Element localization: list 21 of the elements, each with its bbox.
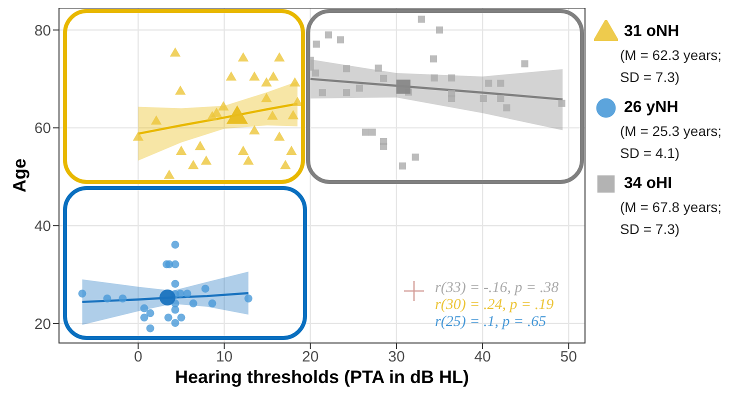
x-tick-label: 40 xyxy=(474,348,491,366)
legend-label: 26 yNH xyxy=(624,99,678,117)
y-axis-title: Age xyxy=(9,158,30,193)
legend-label: 34 oHI xyxy=(624,175,672,193)
x-tick-label: 0 xyxy=(134,348,142,366)
annotation: r(25) = .1, p = .65 xyxy=(435,314,548,331)
annotation: r(33) = -.16, p = .38 xyxy=(435,280,559,297)
text: (M = 25.3 years; SD = 4.1) xyxy=(620,122,723,163)
y-tick-label: 20 xyxy=(34,316,51,333)
legend-label: 31 oNH xyxy=(624,23,680,41)
x-tick-label: 10 xyxy=(216,348,233,366)
y-tick-label: 40 xyxy=(34,218,51,235)
y-tick-label: 60 xyxy=(34,120,51,138)
y-tick-label: 80 xyxy=(34,22,51,40)
x-tick-label: 50 xyxy=(560,348,577,366)
x-tick-label: 20 xyxy=(302,348,319,366)
x-tick-label: 30 xyxy=(388,348,405,366)
annotation: r(30) = .24, p = .19 xyxy=(435,297,555,314)
text: (M = 62.3 years; SD = 7.3) xyxy=(620,46,723,87)
text: (M = 67.8 years; SD = 7.3) xyxy=(620,198,723,239)
x-axis-title: Hearing thresholds (PTA in dB HL) xyxy=(174,367,470,387)
